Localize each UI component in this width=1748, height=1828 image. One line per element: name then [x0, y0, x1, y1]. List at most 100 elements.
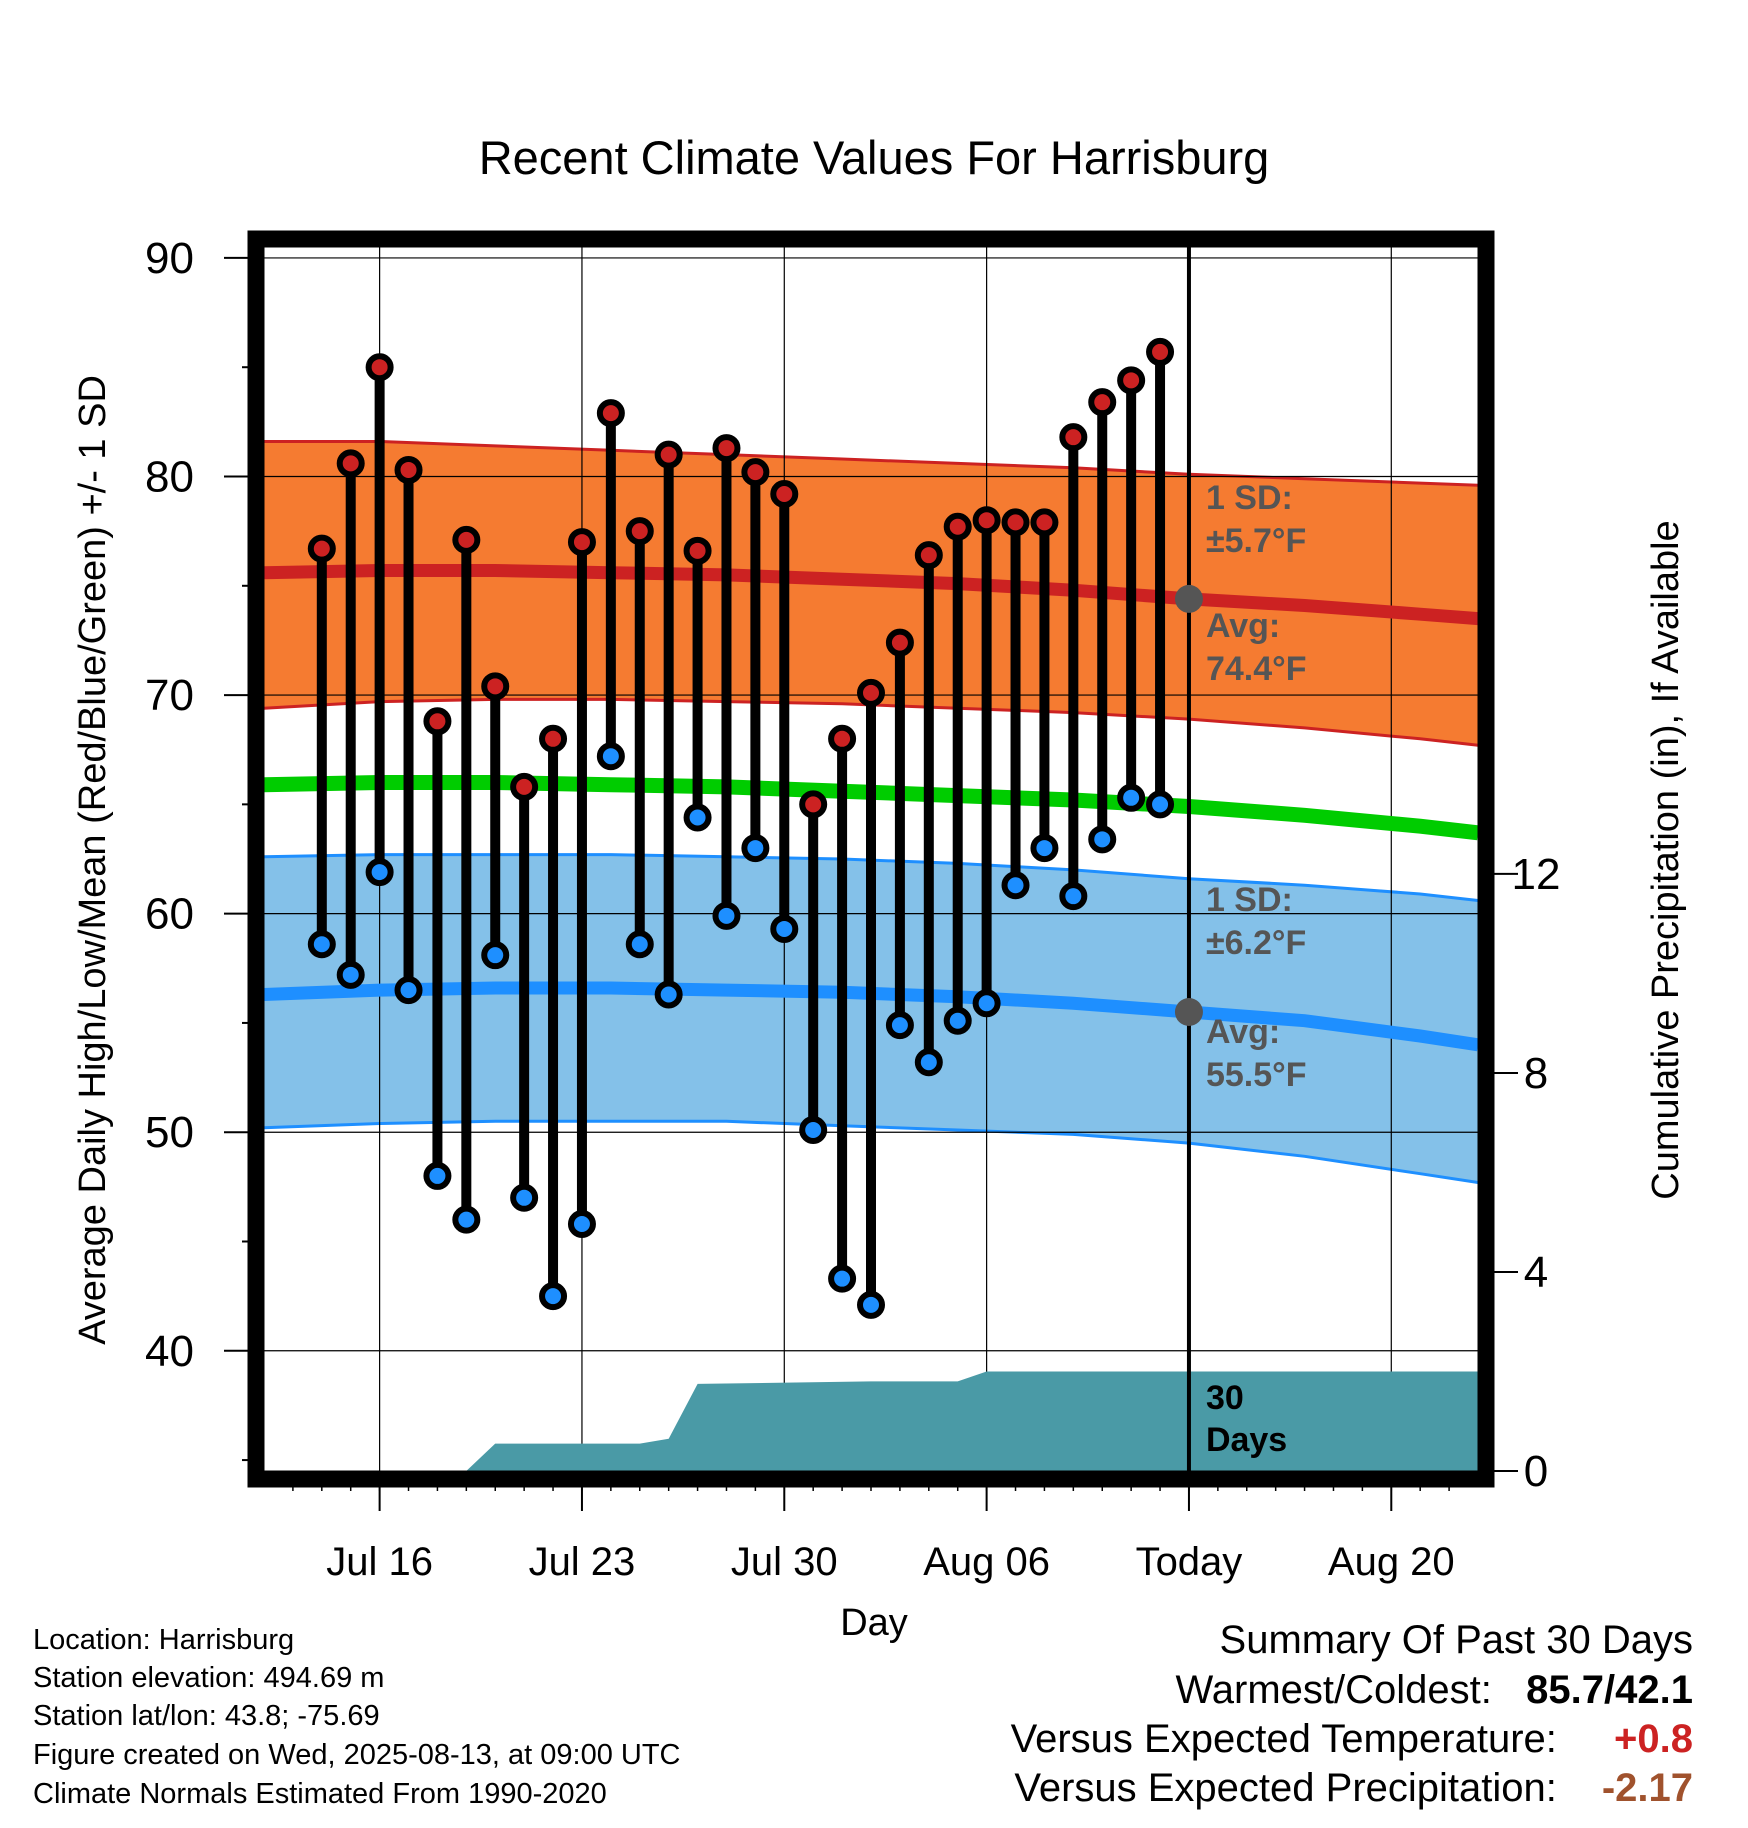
obs-high-point: [625, 517, 654, 546]
y-tick-label: 40: [145, 1327, 194, 1376]
low-sd-label-line2: ±6.2°F: [1206, 924, 1306, 962]
today-low-avg-marker: [1174, 998, 1203, 1026]
obs-low-point: [336, 960, 365, 989]
obs-high-point: [799, 790, 828, 819]
low-avg-label-line1: Avg:: [1206, 1013, 1280, 1051]
obs-low-point: [799, 1116, 828, 1145]
obs-high-point: [539, 724, 568, 753]
obs-high-point: [394, 455, 423, 484]
obs-high-point: [654, 440, 683, 469]
high-sd-band: [264, 441, 1478, 746]
high-sd-label-line2: ±5.7°F: [1206, 522, 1306, 560]
observation-bars: [307, 337, 1175, 1319]
obs-high-point: [336, 449, 365, 478]
obs-low-point: [596, 742, 625, 771]
obs-low-point: [539, 1282, 568, 1311]
y-tick-label: 60: [145, 890, 194, 939]
precipitation-area: [264, 1371, 1478, 1471]
obs-low-point: [741, 834, 770, 863]
low-avg-label-line2: 55.5°F: [1206, 1056, 1307, 1094]
obs-high-point: [828, 724, 857, 753]
y2-tick-label: 0: [1524, 1447, 1548, 1496]
warmest-coldest-value: 85.7/42.1: [1526, 1668, 1693, 1712]
x-axis-label: Day: [840, 1602, 908, 1644]
info-elevation: Station elevation: 494.69 m: [33, 1662, 385, 1694]
precip-label-line1: 30: [1206, 1379, 1244, 1417]
obs-high-point: [1001, 508, 1030, 537]
obs-high-point: [1146, 337, 1175, 366]
precip-diff-label: Versus Expected Precipitation:: [1014, 1766, 1557, 1810]
obs-low-point: [1030, 834, 1059, 863]
obs-low-point: [885, 1011, 914, 1040]
warmest-coldest-label: Warmest/Coldest:: [1175, 1668, 1492, 1712]
y-axis-label: Average Daily High/Low/Mean (Red/Blue/Gr…: [72, 375, 114, 1345]
obs-low-point: [481, 941, 510, 970]
low-lower-edge: [263, 1119, 1479, 1184]
obs-high-point: [1088, 388, 1117, 417]
obs-high-point: [857, 678, 885, 707]
y2-tick-label: 12: [1512, 850, 1561, 899]
obs-high-point: [914, 541, 943, 570]
obs-low-point: [625, 930, 654, 959]
x-tick-label: Jul 30: [731, 1540, 838, 1584]
obs-low-point: [423, 1161, 452, 1190]
obs-low-point: [510, 1183, 539, 1212]
obs-high-point: [423, 707, 452, 736]
temp-diff-value: +0.8: [1614, 1717, 1693, 1761]
obs-low-point: [307, 930, 336, 959]
x-tick-label: Aug 20: [1328, 1540, 1455, 1584]
obs-high-point: [885, 628, 914, 657]
obs-high-point: [481, 672, 510, 701]
precip-fill: [264, 1371, 1478, 1471]
obs-high-point: [1059, 423, 1088, 452]
obs-low-point: [857, 1290, 885, 1319]
y2-tick-label: 8: [1524, 1049, 1548, 1098]
obs-high-point: [596, 399, 625, 428]
obs-low-point: [452, 1205, 481, 1234]
summary-temperature: Versus Expected Temperature: +0.8: [1011, 1719, 1693, 1759]
obs-low-point: [1146, 790, 1175, 819]
x-tick-label: Jul 16: [326, 1540, 433, 1584]
obs-low-point: [1059, 882, 1088, 911]
x-tick-label: Aug 06: [923, 1540, 1050, 1584]
obs-high-point: [943, 512, 972, 541]
y-tick-label: 50: [145, 1108, 194, 1157]
info-normals: Climate Normals Estimated From 1990-2020: [33, 1778, 607, 1810]
obs-low-point: [828, 1264, 857, 1293]
today-high-avg-marker: [1174, 584, 1203, 613]
annotations: 1 SD: ±5.7°F Avg: 74.4°F 1 SD: ±6.2°F Avg: 55.5…: [1174, 479, 1307, 1459]
x-tick-label: Today: [1136, 1540, 1243, 1584]
x-tick-label: Jul 23: [529, 1540, 636, 1584]
obs-high-point: [510, 772, 539, 801]
obs-low-point: [1088, 825, 1117, 854]
obs-low-point: [654, 980, 683, 1009]
info-latlon: Station lat/lon: 43.8; -75.69: [33, 1700, 380, 1732]
info-created: Figure created on Wed, 2025-08-13, at 09…: [33, 1739, 681, 1771]
obs-low-point: [770, 914, 799, 943]
precip-diff-value: -2.17: [1601, 1766, 1693, 1810]
obs-high-point: [770, 479, 799, 508]
high-sd-label-line1: 1 SD:: [1206, 479, 1293, 517]
obs-low-point: [394, 976, 423, 1005]
obs-low-point: [712, 901, 741, 930]
obs-low-point: [943, 1006, 972, 1035]
obs-high-point: [452, 525, 481, 554]
high-avg-line: [263, 564, 1479, 626]
high-avg-label-line1: Avg:: [1206, 607, 1280, 645]
axes: 40 50 60 70 80 90 0 4 8 12 Jul 16 Jul 23 Jul 30 Aug 0…: [145, 234, 1560, 1584]
obs-high-point: [972, 506, 1001, 535]
obs-low-point: [1001, 871, 1030, 900]
summary-precipitation: Versus Expected Precipitation: -2.17: [1014, 1768, 1693, 1808]
obs-high-point: [307, 534, 336, 563]
obs-high-point: [365, 353, 394, 382]
obs-low-point: [972, 989, 1001, 1018]
y-tick-label: 70: [145, 671, 194, 720]
high-upper-edge: [264, 440, 1479, 487]
obs-low-point: [683, 803, 712, 832]
y2-axis-label: Cumulative Precipitation (in), If Availa…: [1645, 520, 1687, 1199]
y2-tick-label: 4: [1524, 1248, 1548, 1297]
summary-title: Summary Of Past 30 Days: [1219, 1618, 1693, 1662]
low-sd-label-line1: 1 SD:: [1206, 881, 1293, 919]
obs-high-point: [567, 528, 596, 557]
